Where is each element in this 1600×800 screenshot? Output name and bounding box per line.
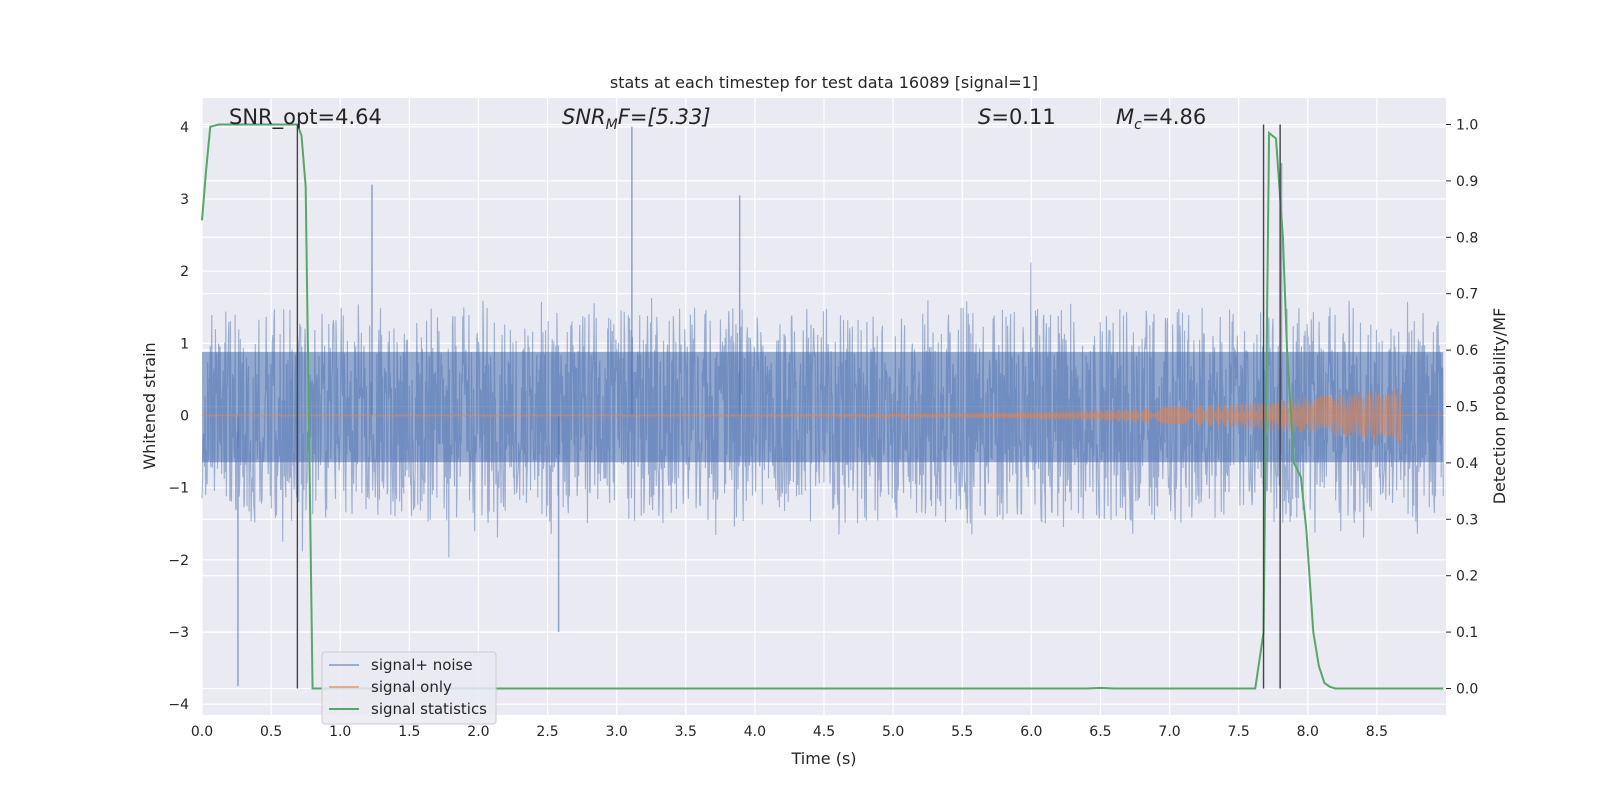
y-axis-label-left: Whitened strain <box>140 342 159 469</box>
x-tick-label: 5.5 <box>951 724 973 740</box>
legend-label-signal-noise: signal+ noise <box>371 656 473 674</box>
x-tick-label: 3.0 <box>606 724 628 740</box>
series-signal-only-line <box>201 387 1403 444</box>
x-tick-label: 8.0 <box>1297 724 1319 740</box>
y-tick-label-right: 0.0 <box>1456 681 1478 697</box>
annotation-snr-opt: SNR_opt=4.64 <box>229 105 382 130</box>
y-tick-label-left: 0 <box>180 409 189 425</box>
y-tick-label-left: −4 <box>168 697 189 713</box>
y-tick-label-right: 0.9 <box>1456 174 1478 190</box>
x-tick-label: 0.0 <box>191 724 213 740</box>
x-tick-label: 7.5 <box>1228 724 1250 740</box>
x-tick-label: 1.0 <box>329 724 351 740</box>
legend-label-signal-only: signal only <box>371 678 452 696</box>
x-tick-label: 4.0 <box>744 724 766 740</box>
y-tick-label-left: −3 <box>168 625 189 641</box>
x-axis-label: Time (s) <box>790 749 856 768</box>
x-tick-label: 4.5 <box>813 724 835 740</box>
y-tick-label-right: 0.4 <box>1456 456 1478 472</box>
chart-title: stats at each timestep for test data 160… <box>610 73 1038 92</box>
tick-layer: 0.0 0.5 1.0 1.5 2.0 2.5 3.0 3.5 4.0 4.5 5.0 5.5 6.0 6… <box>168 118 1478 740</box>
x-tick-label: 0.5 <box>260 724 282 740</box>
x-tick-label: 3.5 <box>675 724 697 740</box>
y-tick-label-left: −2 <box>168 553 189 569</box>
y-tick-label-right: 0.5 <box>1456 400 1478 416</box>
annotation-s: S=0.11 <box>978 105 1056 129</box>
annotation-snr-mf: SNRMF=[5.33] <box>562 105 711 133</box>
y-tick-label-right: 0.8 <box>1456 230 1478 246</box>
y-tick-label-right: 0.7 <box>1456 287 1478 303</box>
legend-box <box>321 651 497 725</box>
vline-layer <box>296 124 1281 689</box>
series-signal-noise-core <box>202 352 1444 463</box>
x-tick-label: 5.0 <box>882 724 904 740</box>
y-tick-label-right: 0.6 <box>1456 343 1478 359</box>
x-tick-label: 6.5 <box>1089 724 1111 740</box>
legend-label-signal-statistics: signal statistics <box>371 700 487 718</box>
series-signal-statistics-line <box>201 123 1444 690</box>
x-tick-label: 8.5 <box>1366 724 1388 740</box>
annotation-mc: Mc=4.86 <box>1116 105 1206 133</box>
y-tick-label-left: 4 <box>180 120 189 136</box>
x-tick-label: 2.0 <box>467 724 489 740</box>
x-tick-label: 2.5 <box>536 724 558 740</box>
data-layer <box>201 123 1444 690</box>
y-tick-label-left: 3 <box>180 192 189 208</box>
y-tick-label-right: 0.1 <box>1456 625 1478 641</box>
y-tick-label-right: 0.2 <box>1456 569 1478 585</box>
x-tick-label: 6.0 <box>1020 724 1042 740</box>
y-tick-label-left: −1 <box>168 481 189 497</box>
legend: signal+ noise signal only signal statist… <box>321 651 497 725</box>
x-tick-label: 1.5 <box>398 724 420 740</box>
y-tick-label-right: 1.0 <box>1456 118 1478 134</box>
y-axis-label-right: Detection probability/MF <box>1490 308 1509 505</box>
y-tick-label-right: 0.3 <box>1456 512 1478 528</box>
x-tick-label: 7.0 <box>1158 724 1180 740</box>
y-tick-label-left: 2 <box>180 264 189 280</box>
y-tick-label-left: 1 <box>180 336 189 352</box>
